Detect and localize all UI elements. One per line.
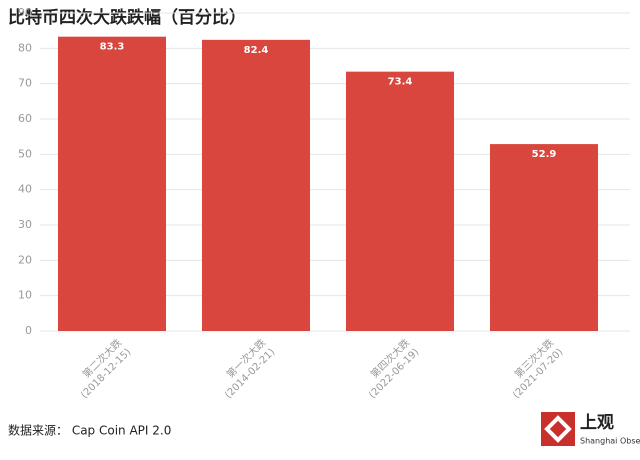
source-note: 数据来源： Cap Coin API 2.0 xyxy=(8,423,171,438)
bar xyxy=(490,144,598,331)
data-label: 52.9 xyxy=(532,149,557,160)
y-tick-label: 40 xyxy=(18,183,32,196)
y-tick-label: 50 xyxy=(18,147,32,160)
y-tick-label: 60 xyxy=(18,112,32,125)
logo-subtitle: Shanghai Observer xyxy=(580,437,640,446)
y-tick-label: 20 xyxy=(18,253,32,266)
logo-shape xyxy=(544,415,572,443)
logo-name: 上观 xyxy=(580,413,614,433)
data-label: 82.4 xyxy=(244,45,269,56)
bar xyxy=(58,36,166,331)
bar xyxy=(202,39,310,331)
y-tick-label: 30 xyxy=(18,218,32,231)
data-label: 83.3 xyxy=(100,42,125,53)
y-tick-label: 10 xyxy=(18,289,32,302)
y-tick-label: 70 xyxy=(18,77,32,90)
data-label: 73.4 xyxy=(388,77,413,88)
y-tick-label: 80 xyxy=(18,41,32,54)
bar xyxy=(346,71,454,332)
y-tick-label: 0 xyxy=(25,324,32,337)
chart-title: 比特币四次大跌跌幅（百分比） xyxy=(8,7,246,28)
logo: 上观 Shanghai Observer xyxy=(541,412,640,446)
y-tick-label: 90 xyxy=(18,6,32,19)
